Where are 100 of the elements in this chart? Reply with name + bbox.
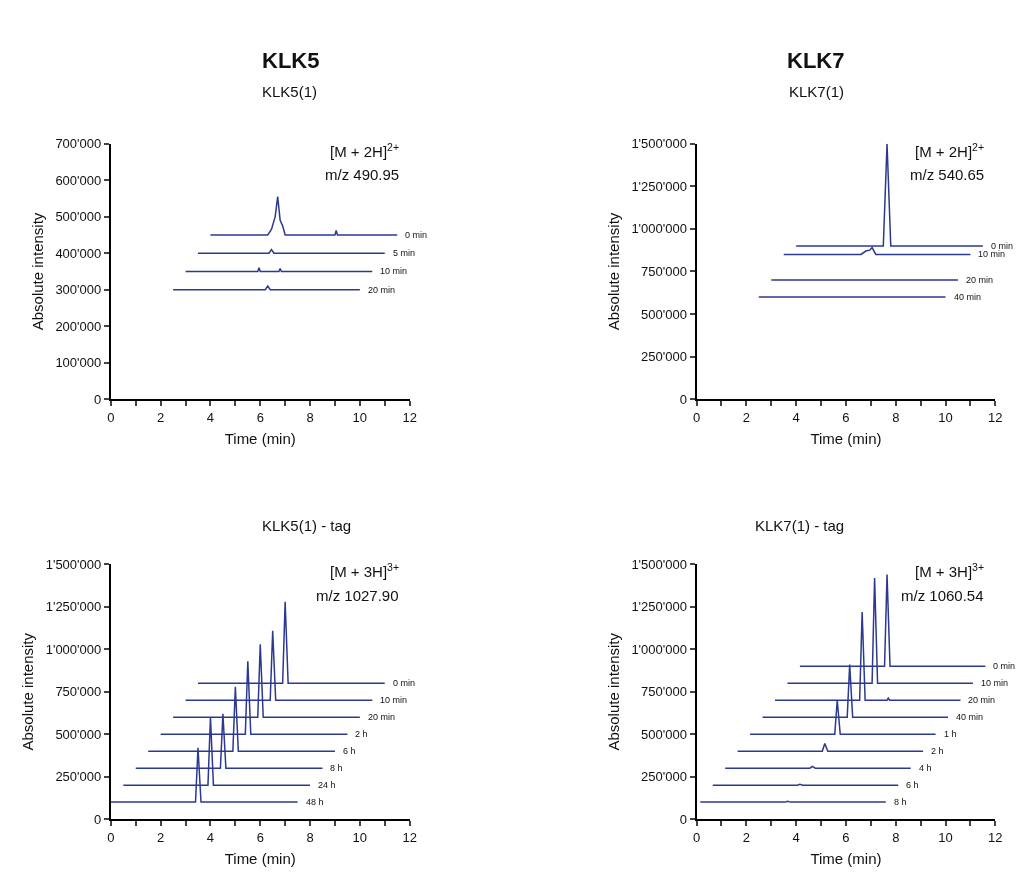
- y-tick-label: 1'250'000: [45, 599, 102, 615]
- annotation: m/z 490.95: [325, 166, 400, 183]
- y-tick-label: 1'500'000: [631, 557, 687, 572]
- x-tick-label: 8: [306, 829, 314, 845]
- x-tick-label: 6: [256, 409, 264, 425]
- annotation: [M + 3H]$^{3+}$: [330, 561, 400, 581]
- x-tick-label: 4: [792, 409, 800, 425]
- y-tick-label: 1'250'000: [631, 599, 687, 615]
- series-label: 10 min: [981, 678, 1009, 688]
- y-tick-label: 1'000'000: [631, 641, 687, 657]
- x-tick-label: 2: [157, 409, 165, 425]
- series-label: 1 h: [944, 729, 957, 739]
- y-axis-title: Absolute intensity: [605, 212, 623, 331]
- x-tick-label: 4: [792, 829, 800, 845]
- x-tick-label: 8: [306, 409, 314, 425]
- y-tick-label: 250'000: [55, 769, 102, 785]
- chart-title: KLK5(1) - tag: [262, 517, 352, 534]
- x-axis-title: Time (min): [224, 430, 296, 448]
- x-tick-label: 10: [352, 409, 368, 425]
- chart-subtitle: KLK5(1): [262, 83, 318, 100]
- series-label: 48 h: [306, 797, 324, 807]
- series-label: 0 min: [393, 678, 416, 688]
- x-tick-label: 6: [842, 829, 850, 845]
- y-tick-label: 750'000: [55, 684, 102, 700]
- x-tick-label: 10: [938, 409, 953, 425]
- y-tick-label: 100'000: [55, 355, 102, 371]
- series-label: 10 min: [380, 695, 408, 705]
- x-tick-label: 6: [256, 829, 264, 845]
- series-label: 0 min: [405, 230, 428, 240]
- series-label: 24 h: [318, 780, 336, 790]
- y-tick-label: 1'250'000: [631, 178, 687, 194]
- series-label: 40 min: [956, 712, 984, 722]
- y-axis-title: Absolute intensity: [19, 632, 37, 751]
- line-series: [209, 195, 398, 236]
- x-tick-label: 2: [157, 829, 165, 845]
- series-label: 6 h: [343, 746, 356, 756]
- x-tick-label: 6: [842, 409, 850, 425]
- series-label: 20 min: [368, 712, 396, 722]
- y-tick-label: 250'000: [641, 769, 687, 785]
- x-tick-label: 8: [892, 829, 900, 845]
- y-tick-label: 250'000: [641, 349, 687, 365]
- series-label: 40 min: [954, 292, 982, 302]
- series-label: 0 min: [991, 241, 1014, 251]
- series-label: 10 min: [380, 266, 408, 276]
- series-label: 6 h: [906, 780, 919, 790]
- annotation: m/z 1027.90: [316, 587, 399, 604]
- chart-title: KLK5: [262, 48, 320, 73]
- y-axis-title: Absolute intensity: [605, 632, 623, 751]
- x-tick-label: 12: [988, 409, 1003, 425]
- y-tick-label: 1'000'000: [45, 641, 102, 657]
- series-label: 8 h: [330, 763, 343, 773]
- y-tick-label: 0: [679, 391, 687, 407]
- series-label: 10 min: [978, 249, 1006, 259]
- x-tick-label: 4: [206, 409, 215, 425]
- series-label: 4 h: [919, 763, 932, 773]
- chart-title: KLK7(1) - tag: [755, 517, 845, 534]
- y-tick-label: 400'000: [55, 245, 102, 261]
- series-label: 5 min: [393, 248, 416, 258]
- chart-subtitle: KLK7(1): [789, 83, 845, 100]
- x-tick-label: 4: [206, 829, 215, 845]
- series-label: 8 h: [894, 797, 907, 807]
- x-tick-label: 0: [692, 829, 701, 845]
- x-tick-label: 2: [742, 829, 750, 845]
- x-tick-label: 12: [402, 829, 417, 845]
- x-axis-title: Time (min): [224, 850, 296, 868]
- y-tick-label: 300'000: [55, 282, 102, 298]
- x-tick-label: 12: [402, 409, 417, 425]
- y-tick-label: 1'500'000: [631, 136, 687, 152]
- annotation: [M + 2H]$^{2+}$: [330, 141, 400, 161]
- x-axis-title: Time (min): [810, 850, 882, 868]
- y-tick-label: 750'000: [641, 684, 687, 700]
- series-label: 2 h: [355, 729, 368, 739]
- y-tick-label: 500'000: [55, 726, 102, 742]
- annotation: [M + 2H]$^{2+}$: [915, 141, 985, 161]
- y-tick-label: 1'500'000: [45, 557, 102, 572]
- y-tick-label: 600'000: [55, 172, 102, 188]
- y-tick-label: 500'000: [641, 726, 687, 742]
- y-tick-label: 750'000: [641, 264, 687, 280]
- series-label: 0 min: [993, 661, 1016, 671]
- y-tick-label: 200'000: [55, 318, 102, 334]
- series-label: 20 min: [968, 695, 996, 705]
- x-tick-label: 0: [107, 409, 115, 425]
- y-tick-label: 500'000: [55, 209, 102, 225]
- x-tick-label: 10: [352, 829, 368, 845]
- annotation: m/z 540.65: [910, 166, 985, 183]
- x-tick-label: 8: [892, 409, 900, 425]
- x-axis-title: Time (min): [810, 430, 882, 448]
- y-tick-label: 0: [94, 811, 102, 827]
- x-tick-label: 0: [107, 829, 115, 845]
- x-tick-label: 10: [938, 829, 953, 845]
- chart-title: KLK7: [787, 48, 845, 73]
- x-tick-label: 12: [988, 829, 1003, 845]
- x-tick-label: 2: [742, 409, 750, 425]
- y-tick-label: 500'000: [641, 306, 687, 322]
- x-tick-label: 0: [692, 409, 701, 425]
- y-tick-label: 700'000: [55, 136, 102, 152]
- series-label: 20 min: [368, 285, 396, 295]
- annotation: m/z 1060.54: [901, 587, 984, 604]
- series-label: 20 min: [966, 275, 994, 285]
- y-axis-title: Absolute intensity: [29, 212, 47, 331]
